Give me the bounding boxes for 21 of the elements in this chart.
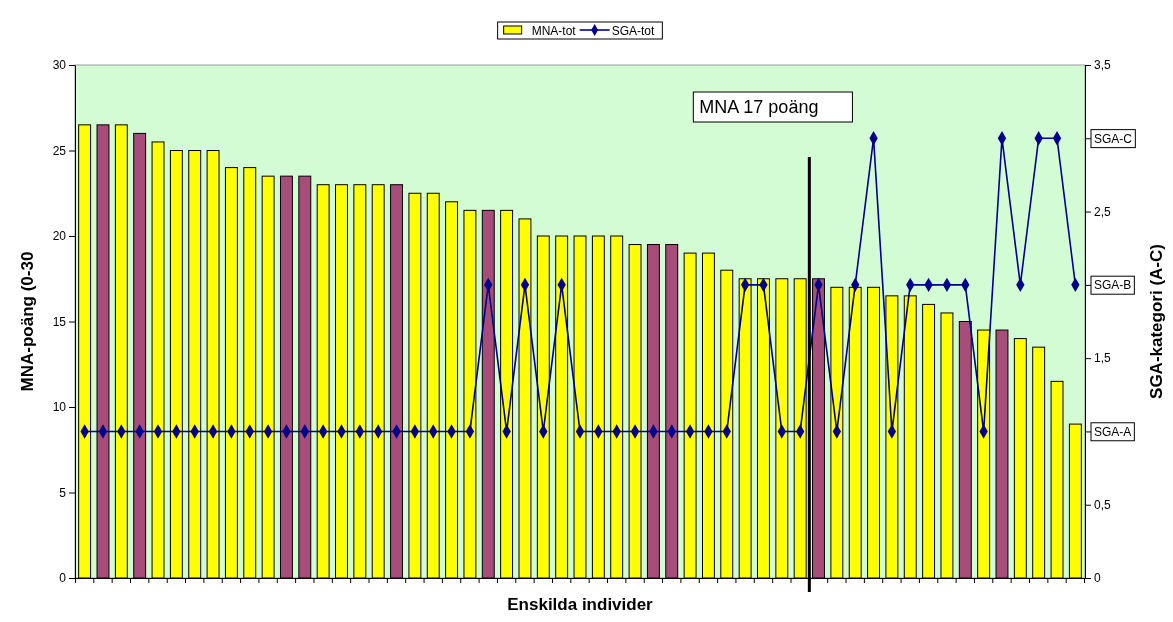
y2-tick-label: SGA-A [1094, 424, 1132, 439]
legend-label: MNA-tot [531, 24, 577, 38]
y2-tick-label: 1,5 [1094, 351, 1112, 366]
y-axis-title: MNA-poäng (0-30 [18, 251, 37, 392]
y-tick-label: 20 [52, 229, 67, 244]
y2-axis-title: SGA-kategori (A-C) [1147, 244, 1166, 399]
x-axis-title: Enskilda individer [507, 595, 654, 614]
y-tick-label: 0 [59, 571, 67, 586]
y-tick-label: 25 [52, 143, 67, 158]
y-tick-label: 15 [52, 314, 67, 329]
annotation: MNA 17 poäng [699, 97, 819, 117]
y2-tick-label: SGA-C [1094, 131, 1133, 146]
y2-tick-label: 2,5 [1094, 204, 1112, 219]
y-tick-label: 5 [59, 485, 67, 500]
y2-tick-label: SGA-B [1094, 278, 1132, 293]
y-tick-label: 10 [52, 400, 67, 415]
y2-tick-label: 3,5 [1094, 58, 1112, 73]
legend-label: SGA-tot [611, 24, 656, 38]
y-tick-label: 30 [52, 58, 67, 73]
y2-tick-label: 0,5 [1094, 498, 1112, 513]
y2-tick-label: 0 [1094, 571, 1101, 586]
